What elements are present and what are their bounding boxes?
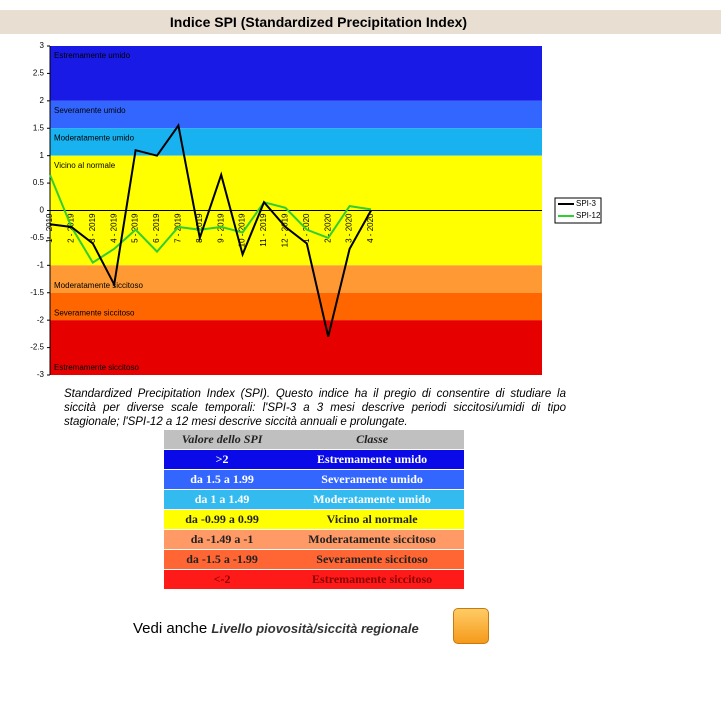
caption: Standardized Precipitation Index (SPI). … xyxy=(64,388,566,428)
legend-label: SPI-12 xyxy=(576,211,601,220)
x-tick-label: 8 - 2019 xyxy=(195,213,204,243)
table-cell: da 1.5 a 1.99 xyxy=(164,469,281,490)
table-cell: Estremamente siccitoso xyxy=(280,569,464,590)
header-cell: Valore dello SPI xyxy=(164,430,281,450)
legend: SPI-3 SPI-12 xyxy=(554,197,602,224)
table-row: da -1.49 a -1 Moderatamente siccitoso xyxy=(164,529,464,550)
band-label: Moderatamente umido xyxy=(54,133,135,142)
legend-box xyxy=(554,197,602,224)
footer-text: Vedi anche xyxy=(133,620,208,637)
band xyxy=(50,265,542,293)
band xyxy=(50,320,542,375)
table-cell: Severamente siccitoso xyxy=(280,549,464,570)
x-tick-label: 3 - 2020 xyxy=(345,213,354,243)
band-label: Severamente siccitoso xyxy=(54,308,135,317)
x-tick-label: 12 - 2019 xyxy=(281,213,290,247)
table-row: da 1 a 1.49 Moderatamente umido xyxy=(164,489,464,510)
link-icon[interactable] xyxy=(453,608,489,644)
legend-label: SPI-3 xyxy=(576,199,597,208)
x-tick-label: 11 - 2019 xyxy=(259,213,268,247)
x-tick-label: 2 - 2020 xyxy=(323,213,332,243)
band-label: Estremamente umido xyxy=(54,51,131,60)
y-tick-label: 1.5 xyxy=(33,123,45,132)
band xyxy=(50,46,542,101)
table-cell: da -1.49 a -1 xyxy=(164,529,281,550)
chart: Estremamente umido Severamente umido Moder… xyxy=(30,41,602,379)
x-tick-label: 4 - 2019 xyxy=(109,213,118,243)
table-cell: Severamente umido xyxy=(280,469,464,490)
table-row: <-2 Estremamente siccitoso xyxy=(164,569,464,590)
table-row: >2 Estremamente umido xyxy=(164,449,464,470)
table-cell: da -1.5 a -1.99 xyxy=(164,549,281,570)
footer-link[interactable]: Livello piovosità/siccità regionale xyxy=(211,621,419,636)
band-label: Severamente umido xyxy=(54,106,126,115)
table-cell: Vicino al normale xyxy=(280,509,464,530)
y-tick-label: -1.5 xyxy=(30,288,44,297)
table-cell: <-2 xyxy=(164,569,281,590)
band-label: Moderatamente siccitoso xyxy=(54,281,143,290)
series-line xyxy=(49,123,372,337)
table-cell: da 1 a 1.49 xyxy=(164,489,281,510)
x-tick-label: 6 - 2019 xyxy=(152,213,161,243)
table-row: da -0.99 a 0.99 Vicino al normale xyxy=(164,509,464,530)
x-tick-label: 10 - 2019 xyxy=(238,213,247,247)
header-cell: Classe xyxy=(280,430,464,450)
y-tick-label: -1 xyxy=(37,260,45,269)
y-tick-label: 0.5 xyxy=(33,178,45,187)
band-label: Vicino al normale xyxy=(54,161,116,170)
table-row: da -1.5 a -1.99 Severamente siccitoso xyxy=(164,549,464,570)
x-tick-label: 4 - 2020 xyxy=(366,213,375,243)
table-cell: Moderatamente siccitoso xyxy=(280,529,464,550)
y-tick-label: -0.5 xyxy=(30,233,44,242)
page-title: Indice SPI (Standardized Precipitation I… xyxy=(169,14,468,30)
header: Indice SPI (Standardized Precipitation I… xyxy=(0,10,721,34)
y-tick-label: -2.5 xyxy=(30,343,44,352)
x-tick-label: 1 - 2019 xyxy=(45,213,54,243)
table-cell: Moderatamente umido xyxy=(280,489,464,510)
table-cell: >2 xyxy=(164,449,281,470)
table-cell: Estremamente umido xyxy=(280,449,464,470)
band-label: Estremamente siccitoso xyxy=(54,363,139,372)
footer: Vedi anche Livello piovosità/siccità reg… xyxy=(133,620,419,637)
band xyxy=(50,128,542,156)
x-tick-label: 3 - 2019 xyxy=(88,213,97,243)
y-tick-label: 1 xyxy=(40,151,45,160)
x-tick-label: 5 - 2019 xyxy=(131,213,140,243)
table-header-row: Valore dello SPI Classe xyxy=(164,430,464,450)
y-tick-label: -2 xyxy=(37,315,45,324)
band xyxy=(50,292,542,321)
band xyxy=(50,100,542,129)
table-row: da 1.5 a 1.99 Severamente umido xyxy=(164,469,464,490)
y-tick-label: -3 xyxy=(37,370,45,379)
y-tick-label: 2 xyxy=(40,96,45,105)
table-cell: da -0.99 a 0.99 xyxy=(164,509,281,530)
spi-table: Valore dello SPI Classe >2 Estremamente umi… xyxy=(164,430,464,590)
y-tick-label: 0 xyxy=(40,206,45,215)
y-tick-label: 3 xyxy=(40,41,45,50)
series-line xyxy=(49,174,372,264)
y-tick-label: 2.5 xyxy=(33,69,45,78)
